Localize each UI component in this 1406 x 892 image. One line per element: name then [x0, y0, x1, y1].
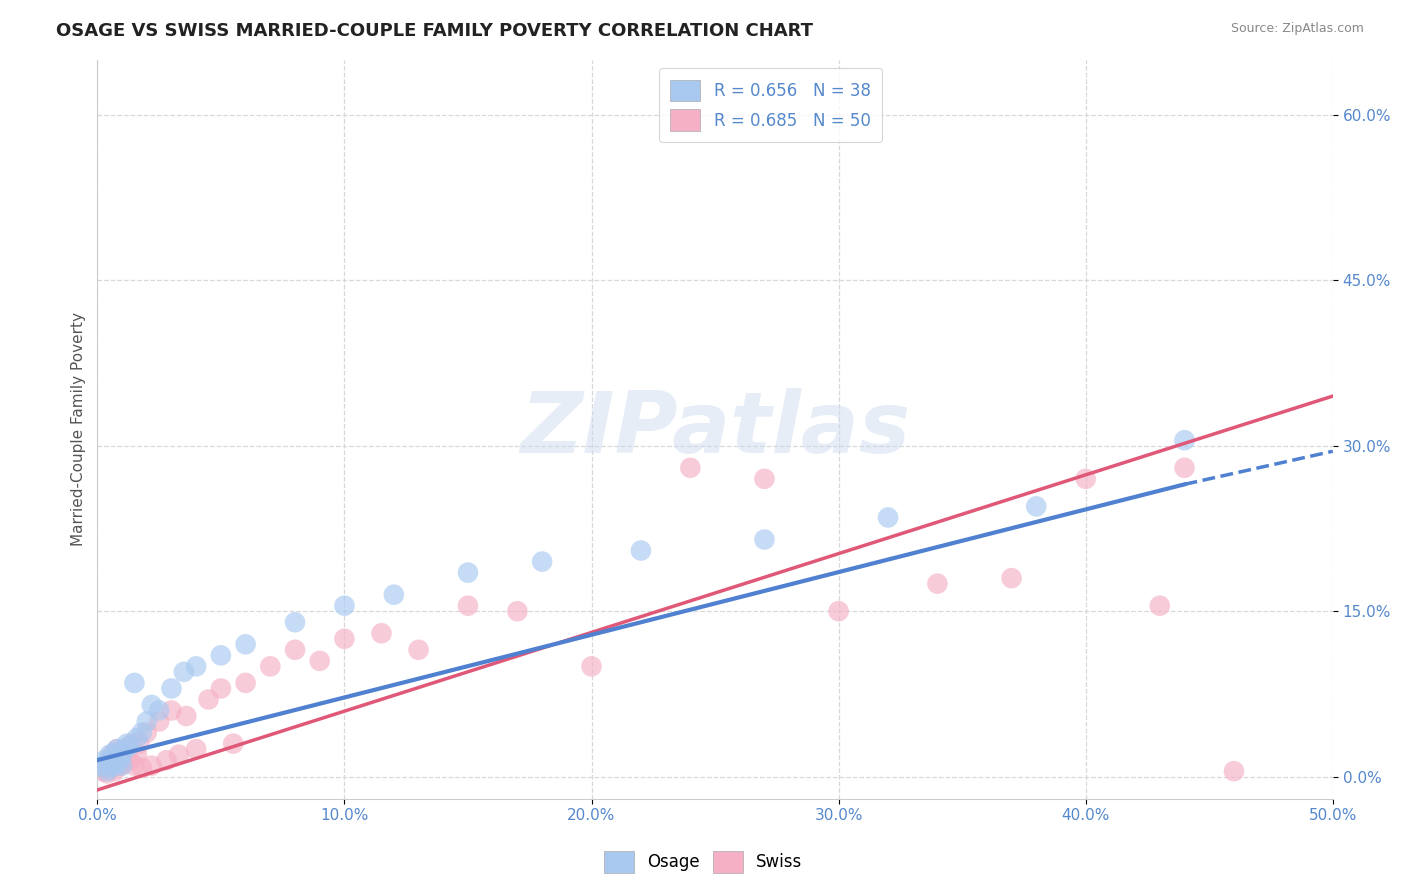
Point [101, 761, 124, 775]
Point [148, 714, 170, 729]
Point [506, 604, 529, 618]
Point [96, 764, 118, 779]
Point [104, 764, 127, 779]
Point [148, 704, 170, 718]
Point [135, 725, 157, 739]
Point [176, 709, 198, 723]
Point [1173, 434, 1195, 448]
Point [235, 676, 257, 690]
Point [284, 643, 307, 657]
Point [115, 737, 138, 751]
Point [186, 659, 208, 673]
Point [118, 739, 141, 753]
Point [111, 747, 134, 762]
Point [1000, 571, 1022, 585]
Point [754, 533, 776, 547]
Point [101, 756, 124, 771]
Point [235, 637, 257, 651]
Point [160, 681, 183, 696]
Point [98, 758, 121, 772]
Point [333, 599, 356, 613]
Point [222, 737, 245, 751]
Point [308, 654, 330, 668]
Point [111, 747, 134, 762]
Point [155, 753, 177, 767]
Point [160, 704, 183, 718]
Point [408, 643, 430, 657]
Point [135, 714, 157, 729]
Point [259, 659, 281, 673]
Point [131, 761, 153, 775]
Point [128, 737, 150, 751]
Point [124, 758, 146, 772]
Legend: R = 0.656   N = 38, R = 0.685   N = 50: R = 0.656 N = 38, R = 0.685 N = 50 [659, 68, 883, 143]
Point [108, 753, 131, 767]
Point [125, 731, 148, 745]
Point [1025, 500, 1047, 514]
Point [284, 615, 307, 630]
Point [131, 725, 153, 739]
Point [105, 756, 128, 771]
Point [101, 747, 124, 762]
Point [105, 753, 128, 767]
Text: ZIPatlas: ZIPatlas [520, 388, 910, 471]
Point [209, 648, 232, 663]
Point [173, 665, 195, 679]
Point [333, 632, 356, 646]
Point [91, 758, 114, 772]
Point [581, 659, 603, 673]
Point [118, 753, 141, 767]
Point [124, 676, 146, 690]
Point [531, 555, 554, 569]
Point [1223, 764, 1246, 779]
Point [104, 758, 127, 772]
Legend: Osage, Swiss: Osage, Swiss [598, 845, 808, 880]
Point [114, 756, 136, 771]
Point [94, 761, 117, 775]
Point [1173, 460, 1195, 475]
Point [754, 472, 776, 486]
Point [104, 746, 127, 760]
Point [186, 742, 208, 756]
Point [630, 543, 652, 558]
Text: Source: ZipAtlas.com: Source: ZipAtlas.com [1230, 22, 1364, 36]
Point [114, 742, 136, 756]
Point [457, 599, 479, 613]
Point [98, 753, 121, 767]
Point [94, 753, 117, 767]
Point [141, 698, 163, 712]
Text: OSAGE VS SWISS MARRIED-COUPLE FAMILY POVERTY CORRELATION CHART: OSAGE VS SWISS MARRIED-COUPLE FAMILY POV… [56, 22, 813, 40]
Point [101, 749, 124, 764]
Point [927, 576, 949, 591]
Point [1074, 472, 1097, 486]
Point [105, 742, 128, 756]
Point [121, 737, 143, 751]
Point [209, 681, 232, 696]
Point [457, 566, 479, 580]
Point [197, 692, 219, 706]
Point [105, 742, 128, 756]
Point [167, 747, 190, 762]
Point [679, 460, 702, 475]
Point [98, 747, 121, 762]
Point [96, 766, 118, 780]
Point [1149, 599, 1171, 613]
Point [827, 604, 849, 618]
Point [91, 764, 114, 779]
Point [108, 758, 131, 772]
Point [125, 747, 148, 762]
Point [141, 758, 163, 772]
Point [382, 588, 405, 602]
Point [98, 761, 121, 775]
Point [370, 626, 392, 640]
Point [115, 742, 138, 756]
Point [877, 510, 900, 524]
Point [111, 758, 134, 772]
Y-axis label: Married-Couple Family Poverty: Married-Couple Family Poverty [72, 312, 86, 546]
